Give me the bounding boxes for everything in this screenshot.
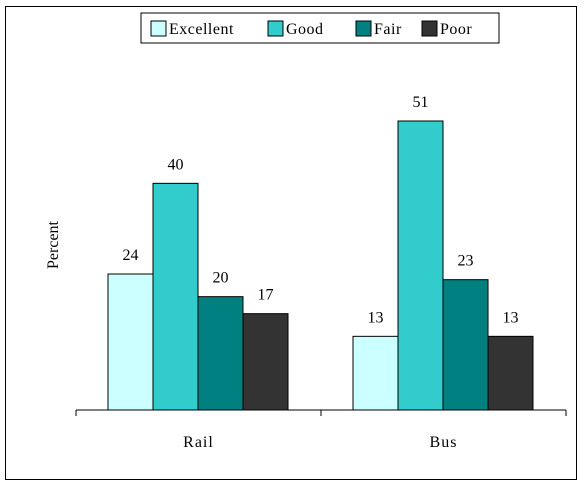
- bars: [107, 120, 534, 411]
- bar-rail-excellent: [107, 273, 154, 411]
- data-label-bus-fair: 23: [458, 253, 474, 270]
- legend: Excellent Good Fair Poor: [140, 12, 500, 44]
- data-label-rail-excellent: 24: [123, 247, 139, 264]
- data-label-bus-excellent: 13: [368, 309, 384, 326]
- x-tick-label-rail: Rail: [183, 434, 214, 451]
- legend-label-poor: Poor: [440, 21, 472, 38]
- legend-swatch-good: [267, 20, 284, 37]
- legend-label-good: Good: [286, 21, 324, 38]
- legend-label-excellent: Excellent: [169, 21, 234, 38]
- bar-bus-excellent: [352, 335, 399, 411]
- bar-bus-fair: [442, 279, 489, 411]
- bar-bus-good: [397, 120, 444, 411]
- bar-bus-poor: [487, 335, 534, 411]
- data-label-bus-poor: 13: [503, 309, 519, 326]
- data-labels: 24 40 20 17 13 51 23 13: [123, 94, 519, 326]
- data-label-rail-fair: 20: [213, 270, 229, 287]
- data-label-rail-good: 40: [168, 156, 184, 173]
- data-label-rail-poor: 17: [258, 287, 274, 304]
- legend-swatch-fair: [355, 20, 372, 37]
- x-axis-tick-labels: Rail Bus: [183, 434, 458, 451]
- bar-rail-poor: [242, 313, 289, 411]
- legend-box: [140, 12, 500, 44]
- x-tick-label-bus: Bus: [430, 434, 458, 451]
- bar-rail-fair: [197, 296, 244, 411]
- legend-swatch-poor: [421, 20, 438, 37]
- y-axis-label: Percent: [45, 220, 62, 269]
- data-label-bus-good: 51: [413, 94, 429, 111]
- legend-label-fair: Fair: [374, 21, 402, 38]
- legend-swatch-excellent: [150, 20, 167, 37]
- x-axis-ticks: [75, 410, 567, 416]
- bar-rail-good: [152, 182, 199, 411]
